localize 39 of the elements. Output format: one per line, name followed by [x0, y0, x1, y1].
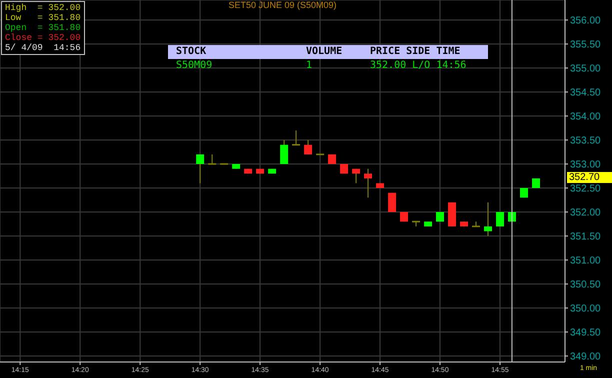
annotation: STOCK: [176, 45, 206, 59]
annotation: Open = 351.80: [5, 23, 81, 33]
annotation: 1: [306, 59, 312, 73]
annotation: 352.00 L/O 14:56: [370, 59, 466, 73]
candlestick: [291, 130, 301, 146]
candlestick: [496, 212, 504, 227]
y-tick-label: 355.50: [570, 40, 602, 51]
candlestick: [207, 154, 217, 165]
annotation: 5/ 4/09 14:56: [5, 43, 81, 53]
y-tick-label: 350.50: [570, 280, 602, 291]
text: 352.70: [567, 172, 612, 183]
candlestick: [196, 154, 204, 184]
candlestick: [364, 168, 372, 198]
annotation: Close = 352.00: [5, 33, 81, 43]
y-tick-label: 352.00: [570, 208, 602, 219]
chart-title: SET50 JUNE 09 (S50M09): [228, 0, 337, 10]
y-tick-label: 354.00: [570, 112, 602, 123]
y-tick-label: 353.50: [570, 136, 602, 147]
y-tick-label: 350.00: [570, 304, 602, 315]
annotation: VOLUME: [306, 45, 342, 59]
candlestick: [352, 168, 360, 184]
candlestick: [304, 140, 312, 155]
candlestick: [484, 202, 492, 237]
annotation: Low = 351.80: [5, 13, 81, 23]
candlestick: [280, 140, 288, 165]
y-tick-label: 351.00: [570, 256, 602, 267]
y-tick-label: 352.50: [570, 184, 602, 195]
annotation: PRICE SIDE TIME: [370, 45, 460, 59]
candlestick: [448, 202, 456, 227]
y-tick-label: 355.00: [570, 64, 602, 75]
y-tick-label: 353.00: [570, 160, 602, 171]
annotation: High = 352.00: [5, 3, 81, 13]
y-tick-label: 354.50: [570, 88, 602, 99]
y-tick-label: 349.00: [570, 352, 602, 363]
table-header: STOCK VOLUME PRICE SIDE TIME: [168, 45, 488, 59]
y-tick-label: 356.00: [570, 16, 602, 27]
y-tick-label: 349.50: [570, 328, 602, 339]
annotation: S50M09: [176, 59, 212, 73]
y-tick-label: 351.50: [570, 232, 602, 243]
